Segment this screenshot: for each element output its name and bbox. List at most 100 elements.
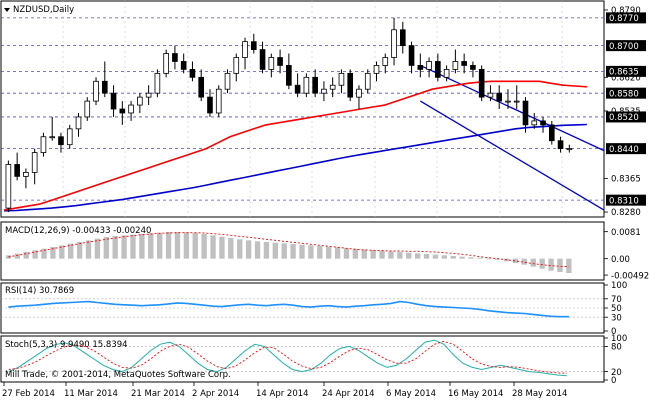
candle: [435, 61, 441, 78]
candle: [294, 84, 301, 94]
price-level-label: 0.8310: [609, 196, 639, 206]
macd-bar: [379, 250, 385, 259]
candle: [110, 92, 117, 110]
macd-bar: [450, 256, 456, 259]
candle: [198, 76, 205, 98]
macd-bar: [423, 254, 430, 259]
stoch-axis-label: 0: [611, 376, 616, 386]
candle: [382, 57, 389, 66]
candle: [443, 68, 450, 78]
macd-bar: [68, 243, 74, 259]
candle: [84, 100, 91, 118]
stoch-main-line: [8, 339, 567, 377]
price-axis-label: 0.8620: [611, 74, 641, 84]
candle: [321, 88, 327, 94]
macd-bar: [192, 233, 198, 259]
macd-bar: [539, 258, 545, 269]
macd-bar: [121, 235, 127, 259]
candle: [101, 80, 108, 94]
stoch-title: Stoch(5,3,3) 9.9490 15.8394: [5, 340, 128, 350]
price-chart-title: NZDUSD,Daily: [13, 5, 74, 15]
macd-bar: [441, 255, 447, 259]
candle: [207, 96, 213, 114]
macd-bar: [414, 253, 421, 259]
macd-bar: [130, 234, 136, 259]
macd-axis-label: -0.00492: [611, 271, 649, 281]
candle: [522, 100, 529, 126]
candle: [154, 72, 161, 94]
candle: [329, 84, 336, 90]
macd-bar: [228, 238, 234, 259]
price-level-label: 0.8700: [609, 42, 639, 52]
candle: [557, 140, 564, 150]
price-level-label: 0.8440: [609, 145, 639, 155]
candle: [58, 136, 64, 146]
candle: [66, 128, 73, 146]
rsi-axis-label: 50: [611, 304, 622, 314]
candle: [286, 65, 292, 86]
candle: [426, 61, 432, 70]
candle: [531, 120, 538, 126]
macd-bar: [486, 258, 492, 260]
macd-bar: [397, 252, 403, 259]
dropdown-arrow-icon[interactable]: [4, 8, 10, 12]
price-axis-label: 0.8280: [611, 208, 641, 218]
candle: [242, 41, 248, 58]
candle: [163, 53, 169, 74]
macd-bar: [317, 246, 323, 259]
macd-bar: [566, 258, 572, 273]
price-level-label: 0.8635: [609, 68, 639, 78]
macd-bar: [290, 244, 296, 259]
macd-bar: [432, 254, 439, 259]
candle: [277, 57, 283, 66]
rsi-axis-label: 30: [611, 313, 622, 323]
macd-bar: [406, 252, 412, 259]
candle: [119, 108, 126, 114]
candle: [408, 45, 415, 66]
macd-bar: [165, 232, 172, 259]
macd-bar: [521, 258, 528, 265]
candle: [23, 172, 29, 177]
macd-bar: [41, 248, 47, 259]
candle: [268, 57, 275, 70]
channel-lower-line[interactable]: [419, 100, 605, 211]
date-label: 16 May 2014: [448, 389, 503, 399]
candle: [312, 76, 318, 94]
candle: [399, 29, 406, 47]
rsi-axis-label: 70: [611, 295, 622, 305]
candle: [215, 88, 222, 114]
date-label: 21 Mar 2014: [131, 389, 185, 399]
channel-upper-line[interactable]: [420, 64, 605, 152]
candle: [250, 41, 257, 50]
candle: [548, 124, 555, 142]
price-level-label: 0.8580: [609, 89, 639, 99]
candle: [145, 92, 152, 98]
macd-bar: [59, 245, 65, 259]
candle: [75, 116, 82, 130]
price-panel: [0, 0, 605, 218]
macd-bar: [245, 240, 252, 259]
date-label: 6 May 2014: [386, 389, 436, 399]
candle: [566, 148, 573, 151]
macd-bar: [210, 235, 216, 259]
candle: [338, 72, 345, 86]
macd-bar: [254, 241, 261, 259]
price-level-box: [606, 111, 646, 123]
macd-axis-label: 0.0081: [611, 228, 641, 238]
macd-bar: [237, 239, 243, 259]
price-level-box: [606, 143, 646, 155]
macd-bar: [23, 252, 29, 259]
macd-bar: [557, 258, 563, 272]
candle: [93, 80, 99, 102]
price-axis-label: 0.8365: [611, 175, 641, 185]
candle: [478, 68, 485, 98]
macd-bar: [299, 244, 305, 259]
macd-bar: [139, 234, 145, 259]
macd-bar: [548, 258, 554, 271]
macd-bar: [512, 258, 519, 263]
date-label: 11 Mar 2014: [64, 389, 118, 399]
price-level-box: [606, 12, 646, 24]
ma-blue-line: [3, 123, 587, 212]
macd-bar: [14, 253, 21, 259]
candle: [172, 53, 178, 62]
